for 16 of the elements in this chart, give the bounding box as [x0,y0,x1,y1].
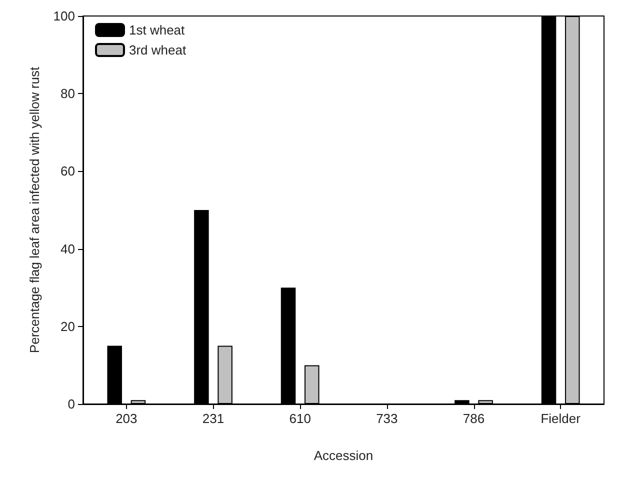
x-tick-label: 203 [116,411,138,426]
x-tick-label: 733 [376,411,398,426]
x-tick-label: Fielder [540,411,582,426]
y-tick-label: 20 [60,318,75,334]
x-tick-label: 231 [202,411,224,426]
y-tick-label: 0 [68,396,75,412]
y-tick-label: 100 [53,8,75,24]
legend-label: 1st wheat [129,22,186,38]
x-axis-title: Accession [314,448,374,463]
legend-label: 3rd wheat [129,42,186,58]
y-tick-label: 40 [60,241,75,256]
y-tick-label: 80 [60,86,75,102]
x-tick-label: 610 [289,411,311,426]
y-tick-label: 60 [60,164,75,179]
x-tick-label: 786 [462,411,485,426]
y-axis-title: Percentage flag leaf area infected with yellow rust [27,66,42,354]
